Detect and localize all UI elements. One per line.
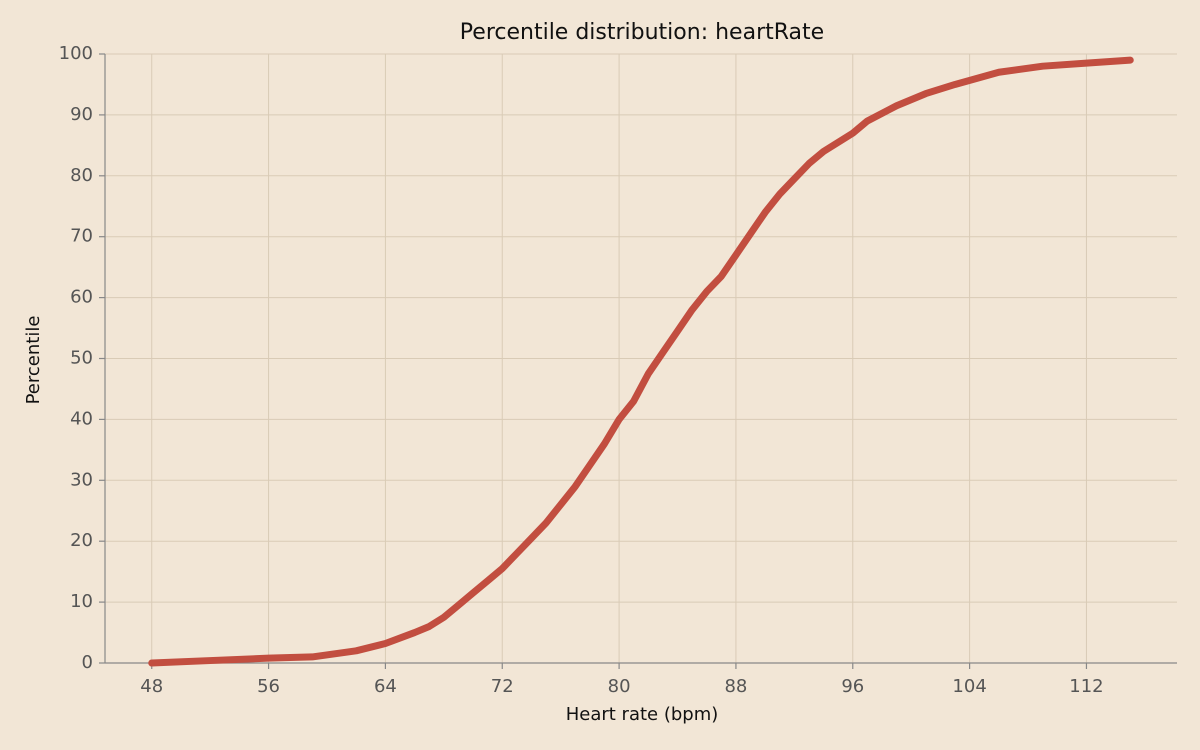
- chart-title: Percentile distribution: heartRate: [460, 20, 824, 45]
- y-tick-label: 90: [70, 104, 93, 125]
- x-tick-label: 48: [140, 676, 163, 697]
- y-tick-label: 0: [82, 652, 93, 673]
- y-tick-label: 50: [70, 348, 93, 369]
- y-tick-label: 30: [70, 469, 93, 490]
- y-axis-label: Percentile: [23, 316, 44, 405]
- y-tick-label: 100: [59, 43, 93, 64]
- x-tick-label: 104: [952, 676, 986, 697]
- y-tick-label: 40: [70, 408, 93, 429]
- x-axis-label: Heart rate (bpm): [566, 704, 719, 725]
- y-tick-label: 60: [70, 287, 93, 308]
- x-tick-label: 80: [608, 676, 631, 697]
- x-tick-label: 88: [724, 676, 747, 697]
- y-tick-label: 20: [70, 530, 93, 551]
- y-tick-label: 70: [70, 226, 93, 247]
- x-tick-label: 72: [491, 676, 514, 697]
- y-tick-label: 10: [70, 591, 93, 612]
- data-line: [148, 56, 1134, 667]
- x-tick-label: 64: [374, 676, 397, 697]
- x-tick-label: 112: [1069, 676, 1103, 697]
- x-tick-label: 96: [841, 676, 864, 697]
- x-tick-label: 56: [257, 676, 280, 697]
- y-tick-label: 80: [70, 165, 93, 186]
